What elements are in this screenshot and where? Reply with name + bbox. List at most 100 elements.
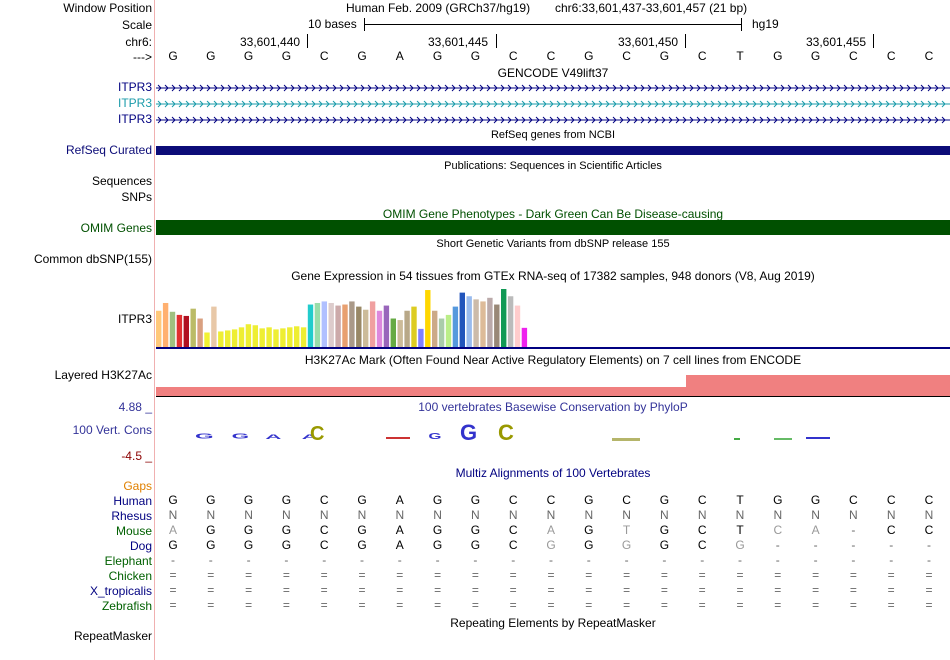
gencode-strand-arrow [339,116,344,124]
position-text: chr6:33,601,437-33,601,457 (21 bp) [555,1,748,15]
dbsnp-track-label[interactable]: Common dbSNP(155) [33,252,152,266]
gencode-strand-arrow [647,100,652,108]
window-position-label[interactable]: Window Position [63,1,152,15]
gencode-strand-arrow [577,100,582,108]
multiz-base: A [395,493,404,507]
multiz-base: = [320,598,328,612]
multiz-base: = [207,598,215,612]
multiz-base: C [924,523,934,537]
gencode-transcript-label[interactable]: ITPR3 [117,96,152,110]
multiz-base: = [585,568,593,582]
gencode-strand-arrow [381,84,386,92]
multiz-base: C [508,523,518,537]
gtex-tissue-bar [452,306,459,347]
gencode-strand-arrow [878,116,883,124]
multiz-gaps-label[interactable]: Gaps [123,479,152,493]
gencode-strand-arrow [381,100,386,108]
pubs-sequences-label[interactable]: Sequences [91,174,152,188]
multiz-base: = [925,598,933,612]
gencode-strand-arrow [738,100,743,108]
repeatmasker-track-label[interactable]: RepeatMasker [73,629,152,643]
multiz-base: = [660,598,668,612]
multiz-species-label[interactable]: Chicken [108,569,152,583]
multiz-base: N [773,508,783,522]
refseq-gene-bar[interactable] [156,146,950,155]
gencode-strand-arrow [353,84,358,92]
gencode-strand-arrow [766,100,771,108]
refseq-track-label[interactable]: RefSeq Curated [65,143,152,157]
gencode-transcripts[interactable] [156,80,950,128]
strand-label[interactable]: ---> [133,50,152,64]
gencode-strand-arrow [556,116,561,124]
gencode-strand-arrow [920,100,925,108]
phylop-logo-letter: G [460,420,477,445]
gencode-strand-arrow [878,84,883,92]
omim-gene-bar[interactable] [156,220,950,235]
gencode-strand-arrow [871,100,876,108]
h3k27ac-track-label[interactable]: Layered H3K27Ac [54,368,152,382]
phylop-logo[interactable]: G G A A C G G C [156,412,950,456]
h3k27ac-signal-low[interactable] [156,387,686,396]
gencode-strand-arrow [843,116,848,124]
gencode-strand-arrow [724,116,729,124]
gencode-strand-arrow [486,100,491,108]
multiz-base: - [397,553,402,567]
multiz-base: = [396,583,404,597]
base-letter: G [432,49,443,63]
multiz-species-label[interactable]: Rhesus [111,509,152,523]
phylop-track-label[interactable]: 100 Vert. Cons [72,423,152,437]
gencode-strand-arrow [339,84,344,92]
coord-tick [873,34,874,48]
multiz-base: C [773,523,783,537]
gtex-expression-chart[interactable] [156,283,950,351]
multiz-species-label[interactable]: Zebrafish [101,599,152,613]
gtex-tissue-bar [459,292,465,347]
multiz-species-label[interactable]: Human [113,494,152,508]
multiz-base: - [775,538,780,552]
gencode-strand-arrow [528,84,533,92]
gencode-strand-arrow [409,100,414,108]
gencode-strand-arrow [752,116,757,124]
multiz-base: - [851,538,856,552]
gtex-track-label[interactable]: ITPR3 [117,312,152,326]
omim-track-label[interactable]: OMIM Genes [80,221,152,235]
h3k27ac-signal-high[interactable] [686,375,950,396]
gencode-strand-arrow [395,116,400,124]
gencode-strand-arrow [675,100,680,108]
gtex-tissue-bar [156,310,162,347]
gencode-strand-arrow [584,116,589,124]
gencode-strand-arrow [857,116,862,124]
gencode-strand-arrow [577,116,582,124]
multiz-species-label[interactable]: X_tropicalis [89,584,152,598]
gencode-strand-arrow [535,100,540,108]
gencode-strand-arrow [598,116,603,124]
multiz-base: N [282,508,291,522]
multiz-species-label[interactable]: Mouse [115,524,152,538]
gencode-strand-arrow [899,100,904,108]
base-letter: G [470,49,481,63]
multiz-base: - [246,553,251,567]
multiz-base: = [660,583,668,597]
multiz-base: = [207,583,215,597]
gencode-transcript-label[interactable]: ITPR3 [117,80,152,94]
multiz-base: - [775,553,780,567]
gencode-strand-arrow [374,100,379,108]
multiz-species-label[interactable]: Dog [129,539,152,553]
chrom-label[interactable]: chr6: [125,35,152,49]
gencode-strand-arrow [913,116,918,124]
multiz-base: - [511,553,516,567]
gencode-transcript-label[interactable]: ITPR3 [117,112,152,126]
gencode-strand-arrow [731,84,736,92]
multiz-base: C [697,538,707,552]
gencode-strand-arrow [332,116,337,124]
gencode-strand-arrow [535,116,540,124]
gencode-strand-arrow [164,100,169,108]
gencode-strand-arrow [647,116,652,124]
gencode-strand-arrow [549,84,554,92]
multiz-base: = [812,568,820,582]
gencode-strand-arrow [353,116,358,124]
multiz-species-label[interactable]: Elephant [104,554,152,568]
pubs-snps-label[interactable]: SNPs [121,190,152,204]
scale-label[interactable]: Scale [121,18,152,32]
gtex-tissue-bar [473,299,479,347]
